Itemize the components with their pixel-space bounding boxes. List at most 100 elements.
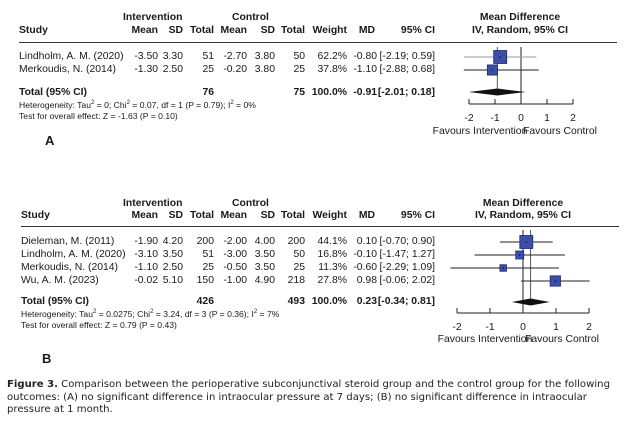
cell-int-total: 25 xyxy=(202,64,214,75)
figure-caption: Figure 3. Comparison between the periope… xyxy=(7,379,619,417)
panel-label-a: A xyxy=(45,133,55,148)
cell-md: -1.10 xyxy=(353,64,377,75)
cell-int-sd: 2.50 xyxy=(162,64,183,75)
cell-ctl-mean: -0.50 xyxy=(223,262,247,273)
cell-ctl-mean: -3.00 xyxy=(223,249,247,260)
x-tick-label: -2 xyxy=(464,113,473,124)
cell-int-mean: -1.10 xyxy=(134,262,158,273)
header-ctl-sd: SD xyxy=(260,25,275,36)
cell-ci: [-2.19; 0.59] xyxy=(379,51,435,62)
cell-ctl-total: 200 xyxy=(287,236,305,247)
header-int-sd: SD xyxy=(168,210,183,221)
header-md: MD xyxy=(358,25,375,36)
cell-weight: 16.8% xyxy=(317,249,347,260)
x-tick-label: 2 xyxy=(586,322,592,333)
cell-ci: [-2.88; 0.68] xyxy=(379,64,435,75)
study-name: Dieleman, M. (2011) xyxy=(21,236,115,247)
cell-weight: 44.1% xyxy=(317,236,347,247)
header-rule-right xyxy=(317,226,619,228)
cell-int-total: 150 xyxy=(196,275,214,286)
plot-title-line2: IV, Random, 95% CI xyxy=(474,210,572,221)
total-ci: [-0.34; 0.81] xyxy=(377,296,435,307)
cell-int-total: 51 xyxy=(202,249,214,260)
header-study: Study xyxy=(19,25,48,36)
header-ci: 95% CI xyxy=(400,210,435,221)
header-rule-left xyxy=(21,226,317,228)
cell-int-sd: 3.30 xyxy=(162,51,183,62)
cell-int-sd: 4.20 xyxy=(162,236,183,247)
cell-weight: 27.8% xyxy=(317,275,347,286)
x-tick-label: -2 xyxy=(452,322,461,333)
heterogeneity-text: Heterogeneity: Tau2 = 0.0275; Chi2 = 3.2… xyxy=(21,309,280,319)
header-int-mean: Mean xyxy=(131,25,158,36)
favours-intervention-label: Favours Intervention xyxy=(433,126,528,137)
x-tick-label: 1 xyxy=(544,113,550,124)
forest-plot-b: Intervention Control Study Mean SD Total… xyxy=(0,198,624,368)
cell-weight: 37.8% xyxy=(317,64,347,75)
caption-lead: Figure 3. xyxy=(7,379,58,390)
header-ctl-total: Total xyxy=(280,25,305,36)
favours-control-label: Favours Control xyxy=(525,334,599,345)
cell-ci: [-0.70; 0.90] xyxy=(379,236,435,247)
header-ci: 95% CI xyxy=(400,25,435,36)
total-ci: [-2.01; 0.18] xyxy=(377,87,435,98)
total-weight: 100.0% xyxy=(311,87,347,98)
cell-ctl-mean: -0.20 xyxy=(223,64,247,75)
cell-md: -0.10 xyxy=(353,249,377,260)
cell-ctl-total: 50 xyxy=(293,249,305,260)
x-tick-label: -1 xyxy=(490,113,499,124)
cell-int-total: 51 xyxy=(202,51,214,62)
header-ctl-mean: Mean xyxy=(220,25,247,36)
cell-ctl-sd: 3.80 xyxy=(254,64,275,75)
header-intervention: Intervention xyxy=(123,12,183,23)
total-weight: 100.0% xyxy=(311,296,347,307)
header-rule-right xyxy=(317,42,617,44)
header-ctl-sd: SD xyxy=(260,210,275,221)
cell-md: 0.98 xyxy=(356,275,377,286)
cell-int-sd: 3.50 xyxy=(162,249,183,260)
study-name: Merkoudis, N. (2014) xyxy=(19,64,117,75)
pooled-effect-diamond xyxy=(511,298,550,306)
header-int-mean: Mean xyxy=(131,210,158,221)
x-tick-label: 2 xyxy=(570,113,576,124)
header-ctl-mean: Mean xyxy=(220,210,247,221)
cell-ctl-sd: 3.50 xyxy=(254,249,275,260)
panel-label-b: B xyxy=(42,351,52,366)
header-control: Control xyxy=(232,12,269,23)
cell-ci: [-0.06; 2.02] xyxy=(379,275,435,286)
header-int-total: Total xyxy=(189,25,214,36)
header-intervention: Intervention xyxy=(123,198,183,209)
overall-effect-text: Test for overall effect: Z = -1.63 (P = … xyxy=(19,111,178,121)
cell-ctl-mean: -2.70 xyxy=(223,51,247,62)
cell-ctl-total: 50 xyxy=(293,51,305,62)
cell-ctl-sd: 4.00 xyxy=(254,236,275,247)
cell-int-mean: -0.02 xyxy=(134,275,158,286)
cell-md: -0.60 xyxy=(353,262,377,273)
cell-ctl-sd: 4.90 xyxy=(254,275,275,286)
total-md: 0.23 xyxy=(356,296,377,307)
total-label: Total (95% CI) xyxy=(21,296,89,307)
header-weight: Weight xyxy=(312,25,347,36)
x-tick-label: 0 xyxy=(520,322,526,333)
cell-ctl-mean: -2.00 xyxy=(223,236,247,247)
cell-int-sd: 2.50 xyxy=(162,262,183,273)
cell-ctl-total: 218 xyxy=(287,275,305,286)
cell-int-mean: -3.10 xyxy=(134,249,158,260)
cell-int-mean: -1.90 xyxy=(134,236,158,247)
favours-intervention-label: Favours Intervention xyxy=(438,334,533,345)
total-md: -0.91 xyxy=(353,87,377,98)
cell-ci: [-1.47; 1.27] xyxy=(379,249,435,260)
x-tick-label: 0 xyxy=(518,113,524,124)
plot-title-line1: Mean Difference xyxy=(479,12,561,23)
x-tick-label: -1 xyxy=(485,322,494,333)
heterogeneity-text: Heterogeneity: Tau2 = 0; Chi2 = 0.07, df… xyxy=(19,100,256,110)
total-ctl-total: 75 xyxy=(293,87,305,98)
cell-ctl-total: 25 xyxy=(293,64,305,75)
cell-int-mean: -3.50 xyxy=(134,51,158,62)
header-ctl-total: Total xyxy=(280,210,305,221)
cell-ctl-mean: -1.00 xyxy=(223,275,247,286)
caption-text: Comparison between the perioperative sub… xyxy=(7,379,610,416)
total-int-total: 76 xyxy=(202,87,214,98)
